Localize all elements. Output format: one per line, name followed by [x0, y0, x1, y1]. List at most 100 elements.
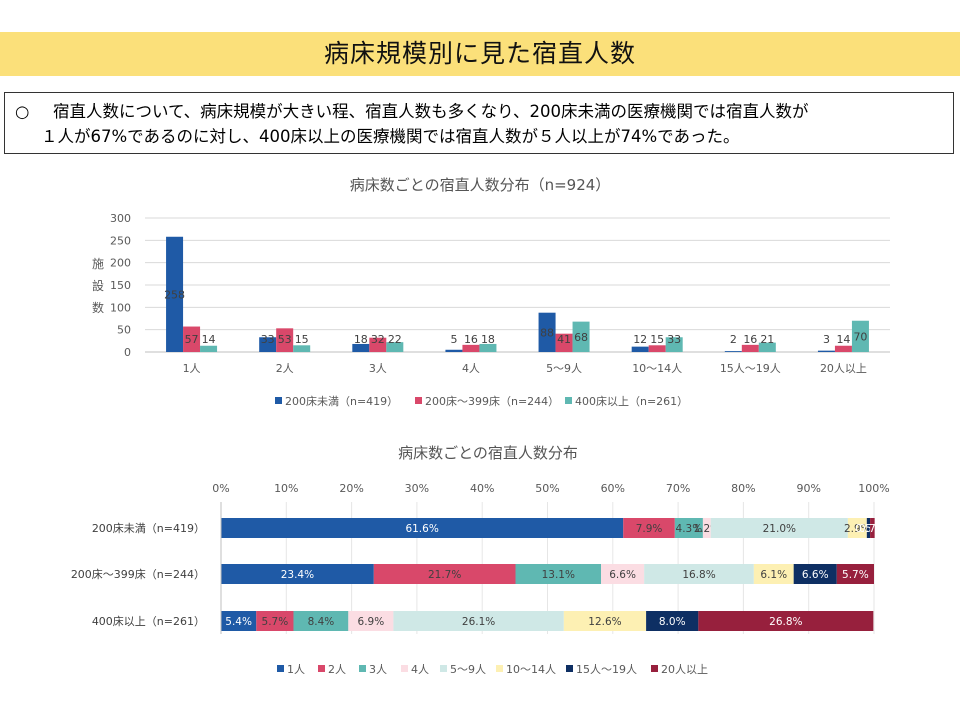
- stacked-bar-chart: 病床数ごとの宿直人数分布 0% 10% 20% 30% 40% 50% 60% 70% 80% 90…: [0, 438, 960, 708]
- chart-title: 病床数ごとの宿直人数分布: [398, 444, 578, 462]
- bar-3: [851, 320, 869, 352]
- legend-swatch: [566, 665, 573, 672]
- row-label: 200床未満（n=419）: [92, 521, 205, 535]
- bar-3: [665, 337, 683, 352]
- x-tick-label: 10～14人: [632, 362, 682, 375]
- data-label: 2.9%: [844, 523, 871, 535]
- data-label: 16: [464, 333, 478, 346]
- data-label: 61.6%: [405, 523, 438, 535]
- data-label: 5.7%: [262, 616, 289, 628]
- segment-3: [674, 518, 703, 538]
- stacked-bar-chart-svg: 病床数ごとの宿直人数分布 0% 10% 20% 30% 40% 50% 60% 70% 80% 90…: [71, 444, 890, 676]
- title-band: 病床規模別に見た宿直人数: [0, 32, 960, 76]
- bar-1: [445, 349, 463, 352]
- data-label: 18: [354, 333, 368, 346]
- segment-8: [836, 564, 874, 584]
- segment-4: [601, 564, 645, 584]
- data-label: 0.7%: [859, 523, 886, 535]
- legend-swatch: [415, 397, 422, 404]
- x-tick-label: 70%: [666, 482, 690, 495]
- segment-7: [646, 611, 699, 631]
- x-tick-label: 50%: [535, 482, 559, 495]
- data-label: 12: [633, 333, 647, 346]
- x-tick-label: 40%: [470, 482, 494, 495]
- bar-2: [183, 326, 201, 352]
- x-tick-label: 60%: [601, 482, 625, 495]
- data-label: 15: [650, 333, 664, 346]
- data-label: 41: [557, 333, 571, 346]
- x-tick-label: 4人: [462, 362, 480, 375]
- data-label: 32: [371, 333, 385, 346]
- legend-swatch: [496, 665, 503, 672]
- summary-box: ○ 宿直人数について、病床規模が大きい程、宿直人数も多くなり、200床未満の医療機…: [4, 92, 954, 154]
- data-label: 6.9%: [358, 616, 385, 628]
- legend-swatch: [401, 665, 408, 672]
- segment-2: [256, 611, 294, 631]
- summary-bullet: ○: [15, 102, 30, 121]
- bar-2: [462, 344, 480, 352]
- legend-label: 5～9人: [450, 663, 486, 676]
- data-label: 5.4%: [225, 616, 252, 628]
- grouped-bar-chart: 病床数ごとの宿直人数分布（n=924） 0 50 100 150 200 250 300 施設数…: [0, 170, 960, 420]
- bar-1: [724, 351, 742, 352]
- data-label: 21: [760, 333, 774, 346]
- y-tick-label: 300: [110, 212, 131, 225]
- data-label: 21.0%: [763, 523, 796, 535]
- bar-2: [276, 328, 294, 352]
- segment-8: [698, 611, 874, 631]
- y-tick-label: 0: [124, 346, 131, 359]
- y-tick-label: 150: [110, 279, 131, 292]
- data-label: 5.7%: [842, 569, 869, 581]
- bar-3: [293, 345, 311, 352]
- legend-label: 2人: [328, 663, 346, 676]
- bar-1: [538, 312, 556, 352]
- segment-2: [623, 518, 675, 538]
- data-label: 8.4%: [308, 616, 335, 628]
- legend-label: 10～14人: [506, 663, 556, 676]
- data-label: 18: [481, 333, 495, 346]
- legend-swatch: [275, 397, 282, 404]
- bar-2: [834, 345, 852, 352]
- data-label: 2: [730, 333, 737, 346]
- x-tick-label: 20%: [339, 482, 363, 495]
- legend-swatch: [277, 665, 284, 672]
- x-tick-label: 30%: [405, 482, 429, 495]
- segment-8: [870, 518, 875, 538]
- summary-line-1: 宿直人数について、病床規模が大きい程、宿直人数も多くなり、200床未満の医療機関…: [53, 102, 809, 121]
- bar-1: [817, 350, 835, 352]
- legend-swatch: [359, 665, 366, 672]
- page-title: 病床規模別に見た宿直人数: [323, 39, 636, 68]
- data-label: 7.9%: [636, 523, 663, 535]
- x-tick-label: 80%: [731, 482, 755, 495]
- y-axis-label-char: 数: [92, 300, 104, 315]
- bar-2: [648, 345, 666, 352]
- segment-5: [393, 611, 564, 631]
- data-label: 22: [388, 333, 402, 346]
- summary-line-2: １人が67%であるのに対し、400床以上の医療機関では宿直人数が５人以上が74%…: [41, 127, 740, 146]
- legend-label: 20人以上: [661, 663, 708, 676]
- legend-label: 15人～19人: [576, 663, 637, 676]
- segment-1: [221, 518, 624, 538]
- y-tick-label: 200: [110, 257, 131, 270]
- data-label: 5: [450, 333, 457, 346]
- bar-2: [741, 344, 759, 352]
- segment-5: [710, 518, 848, 538]
- bar-2: [369, 337, 387, 352]
- segment-4: [702, 518, 711, 538]
- segment-3: [515, 564, 602, 584]
- bar-1: [352, 343, 370, 352]
- x-tick-label: 20人以上: [820, 362, 867, 375]
- data-label: 33: [261, 333, 275, 346]
- x-tick-label: 5～9人: [546, 362, 582, 375]
- bar-3: [572, 321, 590, 352]
- segment-6: [753, 564, 794, 584]
- data-label: 53: [278, 333, 292, 346]
- data-label: 21.7%: [428, 569, 461, 581]
- legend-swatch: [565, 397, 572, 404]
- x-tick-label: 15人～19人: [720, 362, 781, 375]
- data-label: 57: [185, 333, 199, 346]
- data-label: 16.8%: [682, 569, 715, 581]
- bar-3: [758, 342, 776, 352]
- segment-1: [221, 611, 257, 631]
- data-label: 12.6%: [588, 616, 621, 628]
